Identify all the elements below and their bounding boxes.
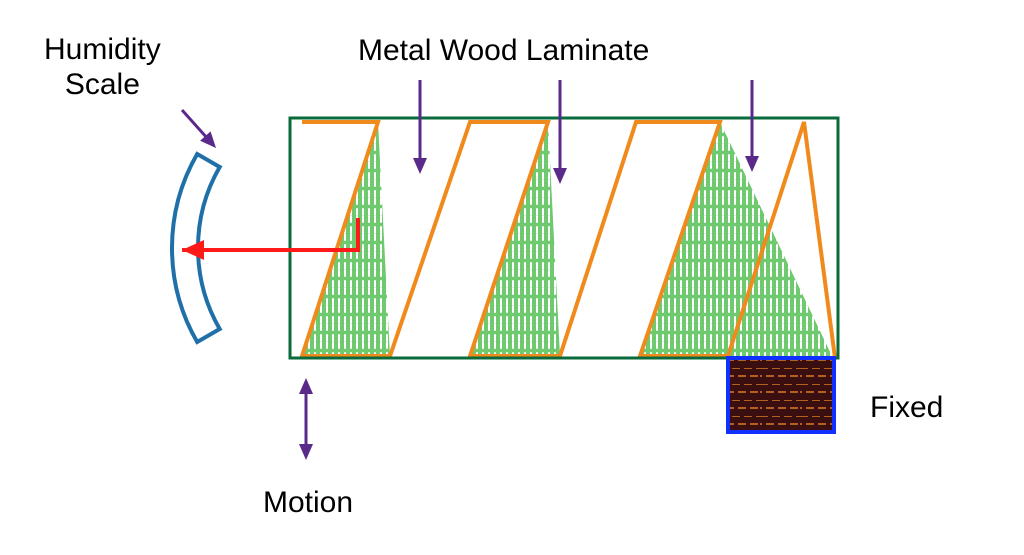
label-metal-wood-laminate: Metal Wood Laminate (358, 34, 649, 69)
humidity-scale-arrow (182, 110, 209, 140)
hatch-fill-2 (640, 122, 832, 356)
laminate-arrow-2-head (553, 168, 567, 184)
label-fixed: Fixed (870, 391, 943, 426)
label-humidity-scale: Humidity Scale (44, 33, 161, 102)
motion-arrow-head (299, 444, 313, 460)
fixed-block (728, 358, 834, 432)
pointer-needle (182, 218, 358, 250)
laminate-arrow-1-head (413, 158, 427, 174)
motion-arrow-head (299, 378, 313, 394)
label-motion: Motion (263, 486, 353, 521)
laminate-arrow-3-head (745, 156, 759, 172)
